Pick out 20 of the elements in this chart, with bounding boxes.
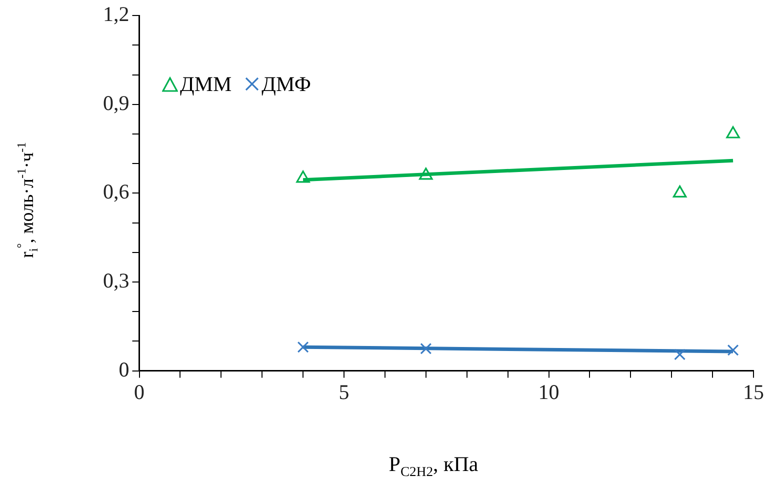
y-tick-label: 0,9 [103, 90, 130, 115]
x-tick-label: 5 [338, 380, 350, 404]
y-tick-label: 0 [118, 357, 130, 382]
y-tick-label: 0,6 [103, 180, 130, 204]
legend-label: ДММ [180, 72, 232, 97]
y-tick-label: 1,2 [103, 2, 130, 26]
point [727, 344, 739, 356]
x-tick-label: 0 [134, 380, 144, 404]
point [672, 185, 687, 198]
x-axis-title: P$_{C2H2}$, кПа [388, 452, 480, 480]
y-tick-label: 0,3 [103, 268, 130, 293]
x-tick-label: 10 [538, 380, 560, 404]
point [296, 170, 310, 183]
point [674, 348, 686, 360]
point [419, 168, 433, 180]
point [726, 126, 740, 138]
point [420, 342, 432, 354]
legend-label: ДМФ [262, 72, 311, 97]
point [297, 341, 309, 353]
x-tick-label: 15 [743, 380, 764, 404]
